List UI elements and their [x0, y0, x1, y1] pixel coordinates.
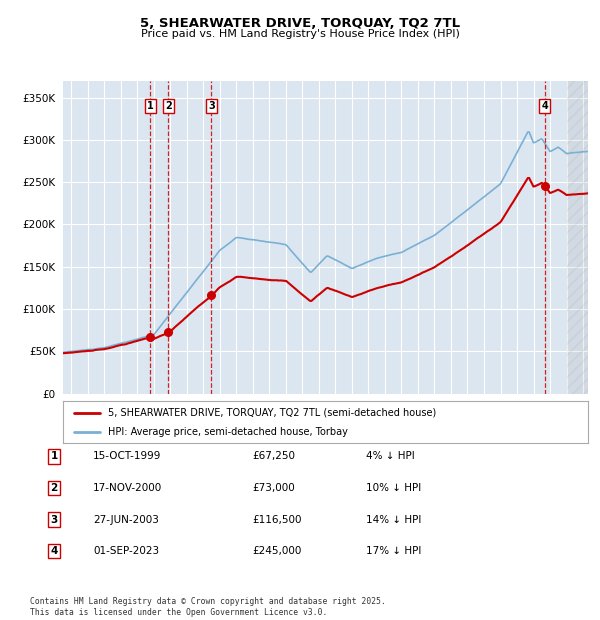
Text: HPI: Average price, semi-detached house, Torbay: HPI: Average price, semi-detached house,…	[107, 427, 347, 437]
Text: £116,500: £116,500	[252, 515, 302, 525]
Bar	[566, 81, 588, 394]
Text: 17-NOV-2000: 17-NOV-2000	[93, 483, 162, 493]
Text: 4% ↓ HPI: 4% ↓ HPI	[366, 451, 415, 461]
Text: 10% ↓ HPI: 10% ↓ HPI	[366, 483, 421, 493]
Text: £67,250: £67,250	[252, 451, 295, 461]
Text: £245,000: £245,000	[252, 546, 301, 556]
Text: 2: 2	[165, 101, 172, 111]
Text: 15-OCT-1999: 15-OCT-1999	[93, 451, 161, 461]
Text: 4: 4	[541, 101, 548, 111]
Text: Price paid vs. HM Land Registry's House Price Index (HPI): Price paid vs. HM Land Registry's House …	[140, 29, 460, 39]
Text: Contains HM Land Registry data © Crown copyright and database right 2025.
This d: Contains HM Land Registry data © Crown c…	[30, 598, 386, 617]
Text: 5, SHEARWATER DRIVE, TORQUAY, TQ2 7TL (semi-detached house): 5, SHEARWATER DRIVE, TORQUAY, TQ2 7TL (s…	[107, 407, 436, 417]
Text: 1: 1	[50, 451, 58, 461]
Text: 4: 4	[50, 546, 58, 556]
Text: 5, SHEARWATER DRIVE, TORQUAY, TQ2 7TL: 5, SHEARWATER DRIVE, TORQUAY, TQ2 7TL	[140, 17, 460, 30]
Text: 2: 2	[50, 483, 58, 493]
Text: 3: 3	[208, 101, 215, 111]
Text: 17% ↓ HPI: 17% ↓ HPI	[366, 546, 421, 556]
Text: 14% ↓ HPI: 14% ↓ HPI	[366, 515, 421, 525]
Text: 1: 1	[147, 101, 154, 111]
Text: 3: 3	[50, 515, 58, 525]
Text: £73,000: £73,000	[252, 483, 295, 493]
Text: 01-SEP-2023: 01-SEP-2023	[93, 546, 159, 556]
Text: 27-JUN-2003: 27-JUN-2003	[93, 515, 159, 525]
